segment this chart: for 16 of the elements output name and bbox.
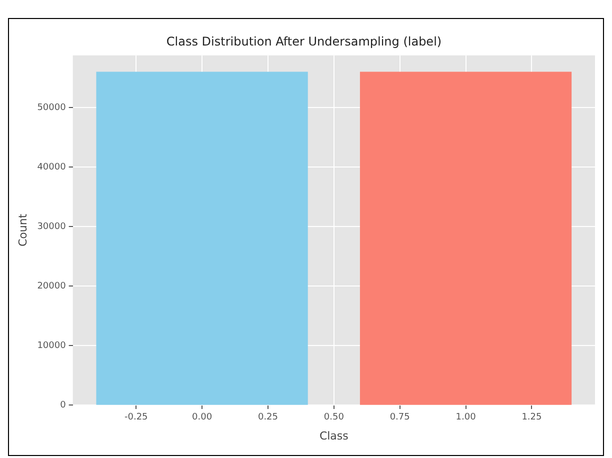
y-tick-label: 10000 [37, 340, 66, 351]
x-tick-label: -0.25 [124, 412, 148, 423]
y-tick-label: 40000 [37, 162, 66, 173]
y-axis-title: Count [16, 213, 30, 247]
y-tick-label: 20000 [37, 281, 66, 292]
x-tick-label: 0.00 [192, 412, 212, 423]
x-tick-label: 1.25 [522, 412, 542, 423]
x-tick-label: 0.75 [390, 412, 410, 423]
x-tick-label: 0.25 [258, 412, 278, 423]
y-tick-label: 0 [60, 400, 66, 410]
x-tick-label: 1.00 [456, 412, 476, 423]
x-axis-title: Class [319, 429, 349, 442]
y-tick-label: 30000 [37, 222, 66, 232]
chart-title: Class Distribution After Undersampling (label) [166, 34, 442, 48]
x-tick-label: 0.50 [324, 412, 344, 423]
y-tick-label: 50000 [37, 103, 66, 114]
